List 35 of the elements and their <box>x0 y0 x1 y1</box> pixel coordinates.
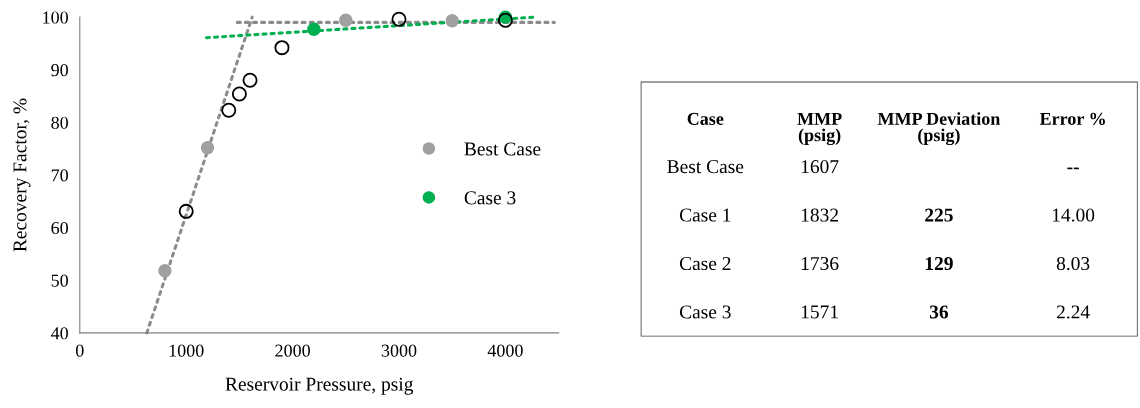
y-tick-label: 60 <box>51 221 68 235</box>
category-label: Best Case <box>667 160 744 174</box>
x-tick-label: 3000 <box>381 344 417 357</box>
legend-label: Case 3 <box>464 191 516 205</box>
y-tick-label: 70 <box>51 169 68 182</box>
category-label: MMP Deviation (psig) <box>877 112 1001 146</box>
text: 129 <box>925 257 953 271</box>
text: 225 <box>925 208 953 222</box>
y-tick-label: 40 <box>50 327 68 340</box>
x-tick-label: 1000 <box>169 344 204 357</box>
x-tick-label: 0 <box>75 344 84 357</box>
y-tick-label: 50 <box>51 274 68 287</box>
x-tick-label: 2000 <box>275 344 310 357</box>
text: 2.24 <box>1056 305 1090 319</box>
legend-label: Best Case <box>464 142 541 156</box>
category-label: Case 1 <box>679 208 731 222</box>
category-label: Case 3 <box>679 305 731 319</box>
category-label: Error % <box>1039 112 1105 125</box>
category-label: Case <box>687 112 724 125</box>
text: -- <box>1067 167 1079 170</box>
text: 14.00 <box>1052 208 1095 222</box>
text: 1607 <box>801 160 839 174</box>
text: 36 <box>929 305 949 319</box>
x-axis-title: Reservoir Pressure, psig <box>225 377 414 395</box>
text: 1736 <box>801 257 839 271</box>
text: 1571 <box>801 305 838 319</box>
y-tick-label: 90 <box>51 64 68 77</box>
text: 1832 <box>801 208 838 222</box>
category-label: Case 2 <box>679 257 731 271</box>
text: 8.03 <box>1056 256 1090 271</box>
y-tick-label: 80 <box>51 116 68 129</box>
category-label: MMP (psig) <box>797 112 842 146</box>
y-axis-title: Recovery Factor, % <box>13 98 31 252</box>
x-tick-label: 4000 <box>487 344 523 357</box>
y-tick-label: 100 <box>43 11 68 24</box>
